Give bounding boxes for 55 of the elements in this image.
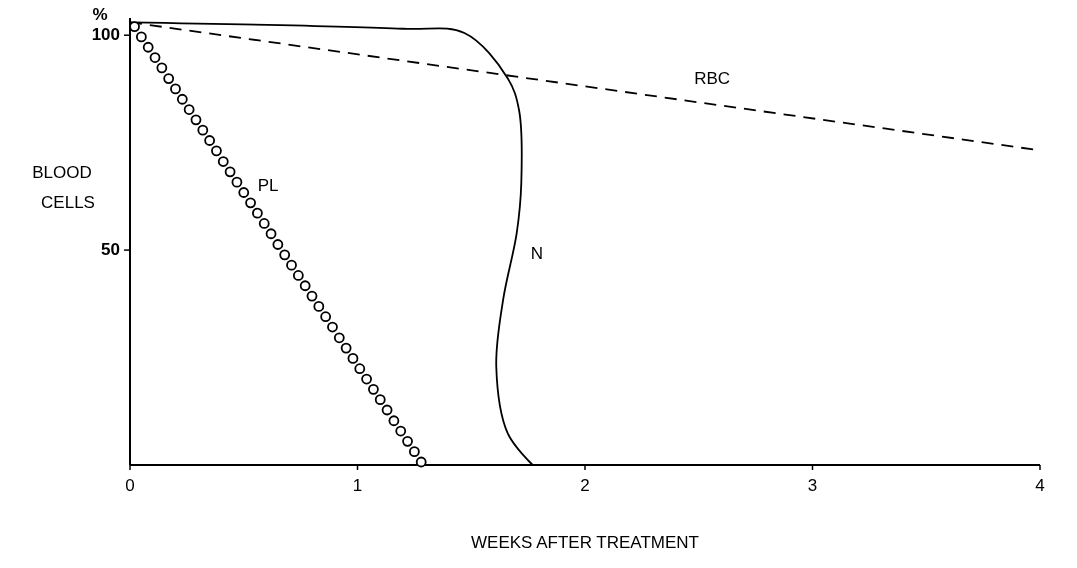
point [204,135,216,146]
point [149,52,161,63]
point [368,383,379,395]
point [190,114,202,126]
series-label: RBC [694,69,731,89]
point [142,41,154,53]
x-tick-label: 3 [807,476,818,495]
x-tick-label: 1 [352,476,363,495]
point [361,373,372,385]
point [252,207,263,219]
point [279,249,291,261]
point [156,62,168,74]
point [231,176,243,188]
text: % [92,5,108,24]
point [415,456,427,468]
point [381,404,393,416]
point [313,301,325,312]
point [238,187,250,198]
x-tick-label: 4 [1035,476,1045,495]
y-axis-title: BLOOD CELLS [32,163,95,212]
point [176,93,188,105]
point [402,435,413,447]
point [320,311,332,323]
point [354,363,366,375]
x-tick-label: 2 [580,476,590,495]
x-axis-title: WEEKS AFTER TREATMENT [471,533,699,552]
point [408,446,420,458]
point [183,104,195,115]
point [224,166,236,178]
point [197,124,209,136]
point [347,353,359,364]
point [388,415,400,427]
point [217,156,229,167]
x-tick-label: 0 [125,476,135,495]
point [374,394,386,406]
point [340,342,352,354]
point [299,280,311,292]
point [272,239,284,250]
series-label: PL [257,175,279,195]
point [265,228,277,240]
point [292,270,304,281]
y-tick-label: 100 [91,24,120,44]
point [395,425,407,437]
point [333,332,345,344]
point [163,73,175,84]
point [286,259,297,271]
point [258,218,270,229]
point [306,290,318,302]
point [245,197,256,209]
point [211,145,222,157]
y-tick-label: 50 [101,239,120,259]
series-label: N [530,244,544,264]
point [170,83,181,95]
point [135,31,147,43]
point [327,321,338,333]
